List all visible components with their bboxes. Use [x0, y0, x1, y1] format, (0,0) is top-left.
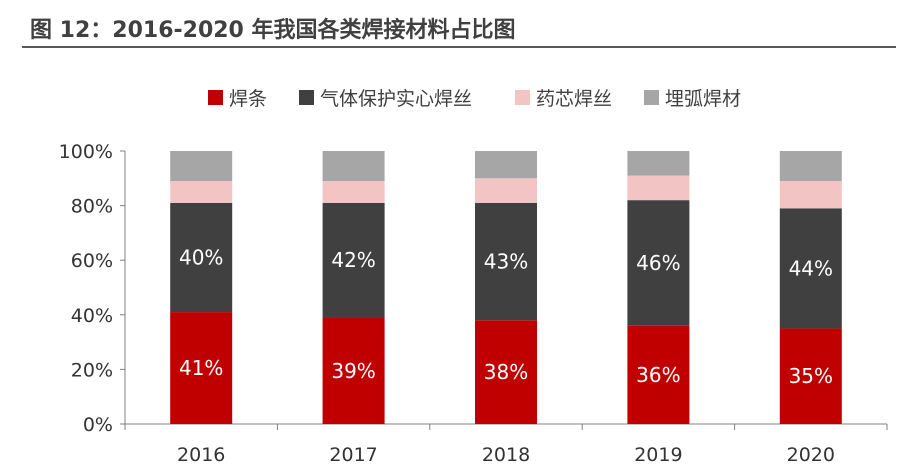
y-tick-label: 80%	[71, 196, 113, 218]
bar-segment	[322, 202, 385, 318]
bar-segment	[779, 151, 842, 182]
data-label: 39%	[331, 359, 375, 383]
data-label: 46%	[636, 251, 680, 275]
bar-segment	[170, 181, 233, 203]
data-label: 43%	[484, 250, 528, 274]
bar-segment	[475, 202, 537, 321]
data-label: 40%	[179, 245, 223, 269]
x-tick-label: 2017	[329, 444, 377, 466]
legend-swatch	[208, 90, 223, 105]
bar-segment	[475, 151, 537, 179]
data-label: 36%	[636, 363, 680, 387]
legend-label: 药芯焊丝	[536, 88, 612, 110]
bar-segment	[322, 181, 385, 203]
bar-segment	[779, 328, 842, 424]
title-divider	[22, 46, 896, 48]
x-tick-label: 2018	[482, 444, 530, 466]
data-label: 42%	[331, 248, 375, 272]
bar-segment	[322, 317, 385, 424]
data-label: 38%	[484, 360, 528, 384]
bar-segment	[475, 178, 537, 203]
data-label: 41%	[179, 356, 223, 380]
bar-segment	[322, 151, 385, 182]
y-tick-label: 20%	[71, 359, 113, 381]
legend-label: 埋弧焊材	[665, 88, 741, 110]
bar-segment	[627, 151, 690, 176]
bar-segment	[627, 175, 690, 201]
bar-segment	[170, 151, 233, 182]
bar-segment	[779, 181, 842, 209]
legend-label: 焊条	[229, 88, 267, 110]
bar-segment	[779, 208, 842, 329]
data-label: 35%	[789, 364, 833, 388]
x-tick-label: 2019	[634, 444, 682, 466]
legend-swatch	[644, 90, 659, 105]
x-tick-label: 2016	[177, 444, 225, 466]
bar-segment	[170, 312, 233, 424]
bar-segment	[170, 202, 233, 313]
chart-title: 图 12：2016-2020 年我国各类焊接材料占比图	[30, 18, 516, 43]
data-label: 44%	[789, 256, 833, 280]
bar-segment	[627, 200, 690, 326]
y-tick-label: 0%	[83, 414, 113, 436]
legend-label: 气体保护实心焊丝	[320, 88, 472, 110]
bar-segment	[627, 325, 690, 424]
y-tick-label: 60%	[71, 250, 113, 272]
legend-swatch	[299, 90, 314, 105]
legend-swatch	[515, 90, 530, 105]
bar-segment	[475, 320, 537, 424]
x-tick-label: 2020	[787, 444, 835, 466]
y-tick-label: 40%	[71, 305, 113, 327]
y-tick-label: 100%	[59, 141, 113, 163]
